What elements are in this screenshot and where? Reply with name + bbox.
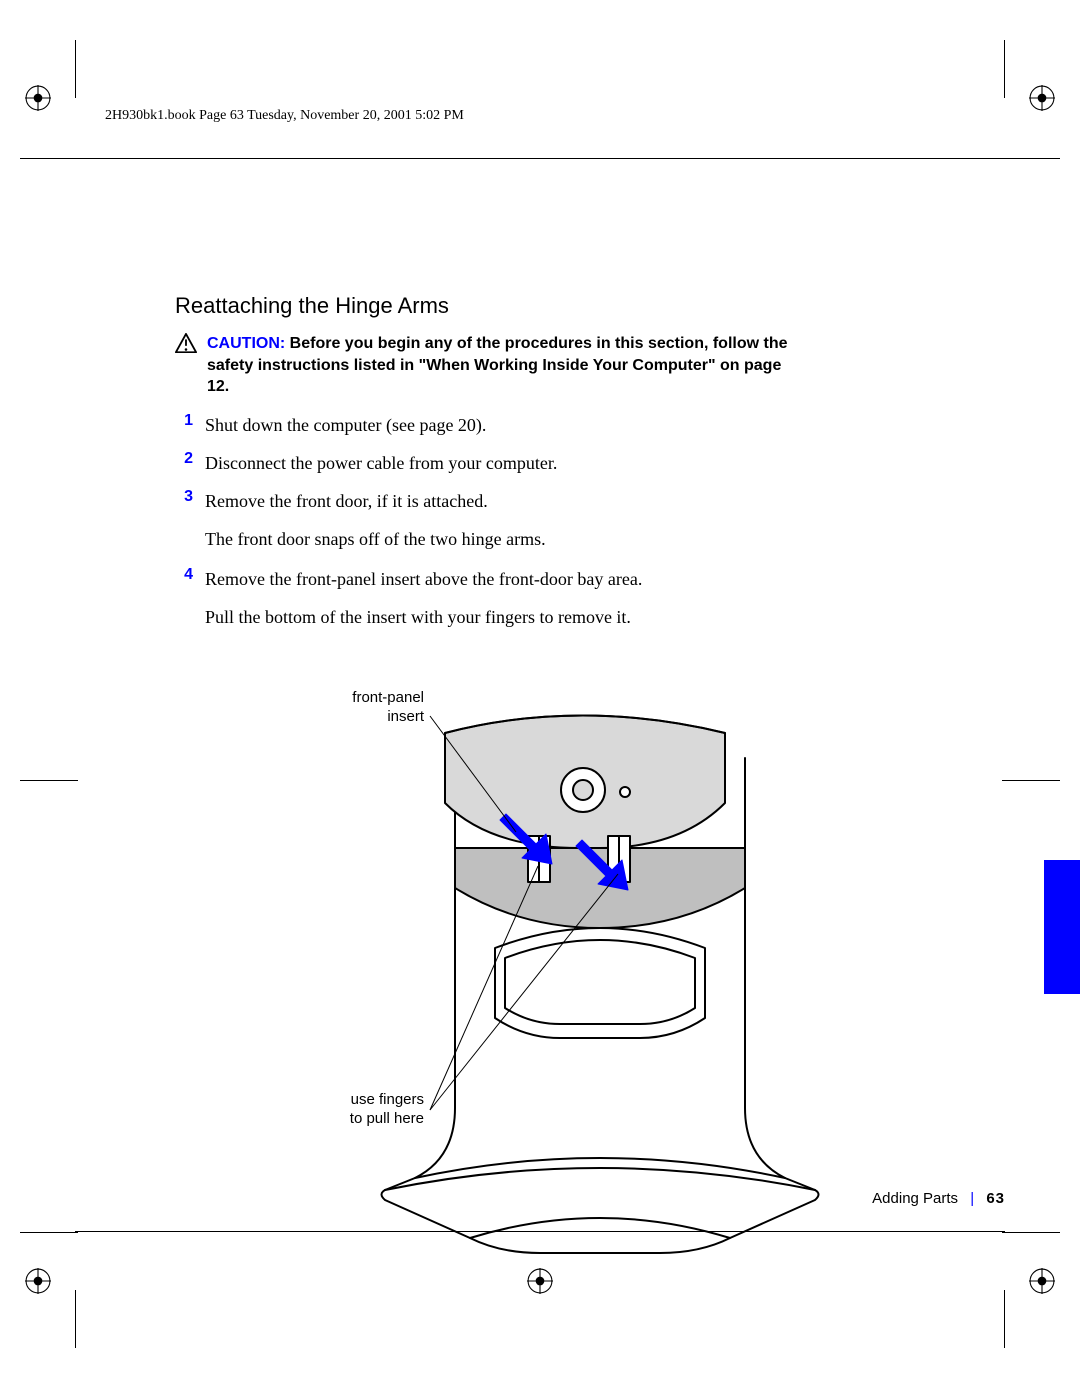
caution-block: CAUTION: Before you begin any of the pro… (175, 333, 795, 398)
footer-separator: | (962, 1190, 982, 1207)
callout-line-1: use fingers (351, 1091, 424, 1108)
step-number: 3 (175, 488, 193, 514)
caution-body: Before you begin any of the procedures i… (207, 335, 788, 395)
crop-mark (20, 158, 78, 159)
figure: front-panel insert use fingers to pull h… (330, 678, 850, 1258)
section-heading: Reattaching the Hinge Arms (175, 293, 795, 319)
step-list: 1 Shut down the computer (see page 20). … (175, 412, 795, 514)
crop-mark (1004, 40, 1005, 98)
step-item: 3 Remove the front door, if it is attach… (175, 488, 795, 514)
figure-callout-front-panel: front-panel insert (322, 689, 424, 727)
step-number: 2 (175, 450, 193, 476)
footer-section-name: Adding Parts (872, 1190, 958, 1207)
step-subtext: The front door snaps off of the two hing… (205, 526, 795, 552)
crop-mark (20, 780, 78, 781)
caution-icon (175, 333, 197, 358)
callout-line-2: insert (387, 708, 424, 725)
registration-mark-icon (25, 1268, 51, 1294)
callout-line-2: to pull here (350, 1110, 424, 1127)
step-number: 1 (175, 412, 193, 438)
page-header-line: 2H930bk1.book Page 63 Tuesday, November … (105, 108, 464, 124)
caution-text: CAUTION: Before you begin any of the pro… (207, 333, 795, 398)
callout-line-1: front-panel (352, 689, 424, 706)
step-item: 4 Remove the front-panel insert above th… (175, 566, 795, 592)
registration-mark-icon (1029, 1268, 1055, 1294)
crop-mark (1002, 1232, 1060, 1233)
content-area: Reattaching the Hinge Arms CAUTION: Befo… (175, 293, 795, 644)
registration-mark-icon (1029, 85, 1055, 111)
page-footer: Adding Parts | 63 (872, 1190, 1005, 1207)
crop-mark (1002, 158, 1060, 159)
step-text: Remove the front door, if it is attached… (205, 488, 488, 514)
figure-callout-use-fingers: use fingers to pull here (322, 1091, 424, 1129)
crop-mark (75, 40, 76, 98)
step-text: Disconnect the power cable from your com… (205, 450, 557, 476)
thumb-tab (1044, 860, 1080, 994)
step-item: 2 Disconnect the power cable from your c… (175, 450, 795, 476)
footer-page-number: 63 (986, 1190, 1005, 1207)
caution-label: CAUTION: (207, 335, 285, 352)
step-text: Shut down the computer (see page 20). (205, 412, 486, 438)
step-list: 4 Remove the front-panel insert above th… (175, 566, 795, 592)
crop-mark (20, 1232, 78, 1233)
crop-mark (1002, 780, 1060, 781)
page: 2H930bk1.book Page 63 Tuesday, November … (0, 0, 1080, 1397)
step-text: Remove the front-panel insert above the … (205, 566, 642, 592)
page-frame: 2H930bk1.book Page 63 Tuesday, November … (75, 98, 1005, 1347)
step-number: 4 (175, 566, 193, 592)
computer-front-illustration (330, 678, 850, 1258)
rule-line (75, 158, 1005, 159)
step-item: 1 Shut down the computer (see page 20). (175, 412, 795, 438)
registration-mark-icon (25, 85, 51, 111)
step-subtext: Pull the bottom of the insert with your … (205, 604, 795, 630)
